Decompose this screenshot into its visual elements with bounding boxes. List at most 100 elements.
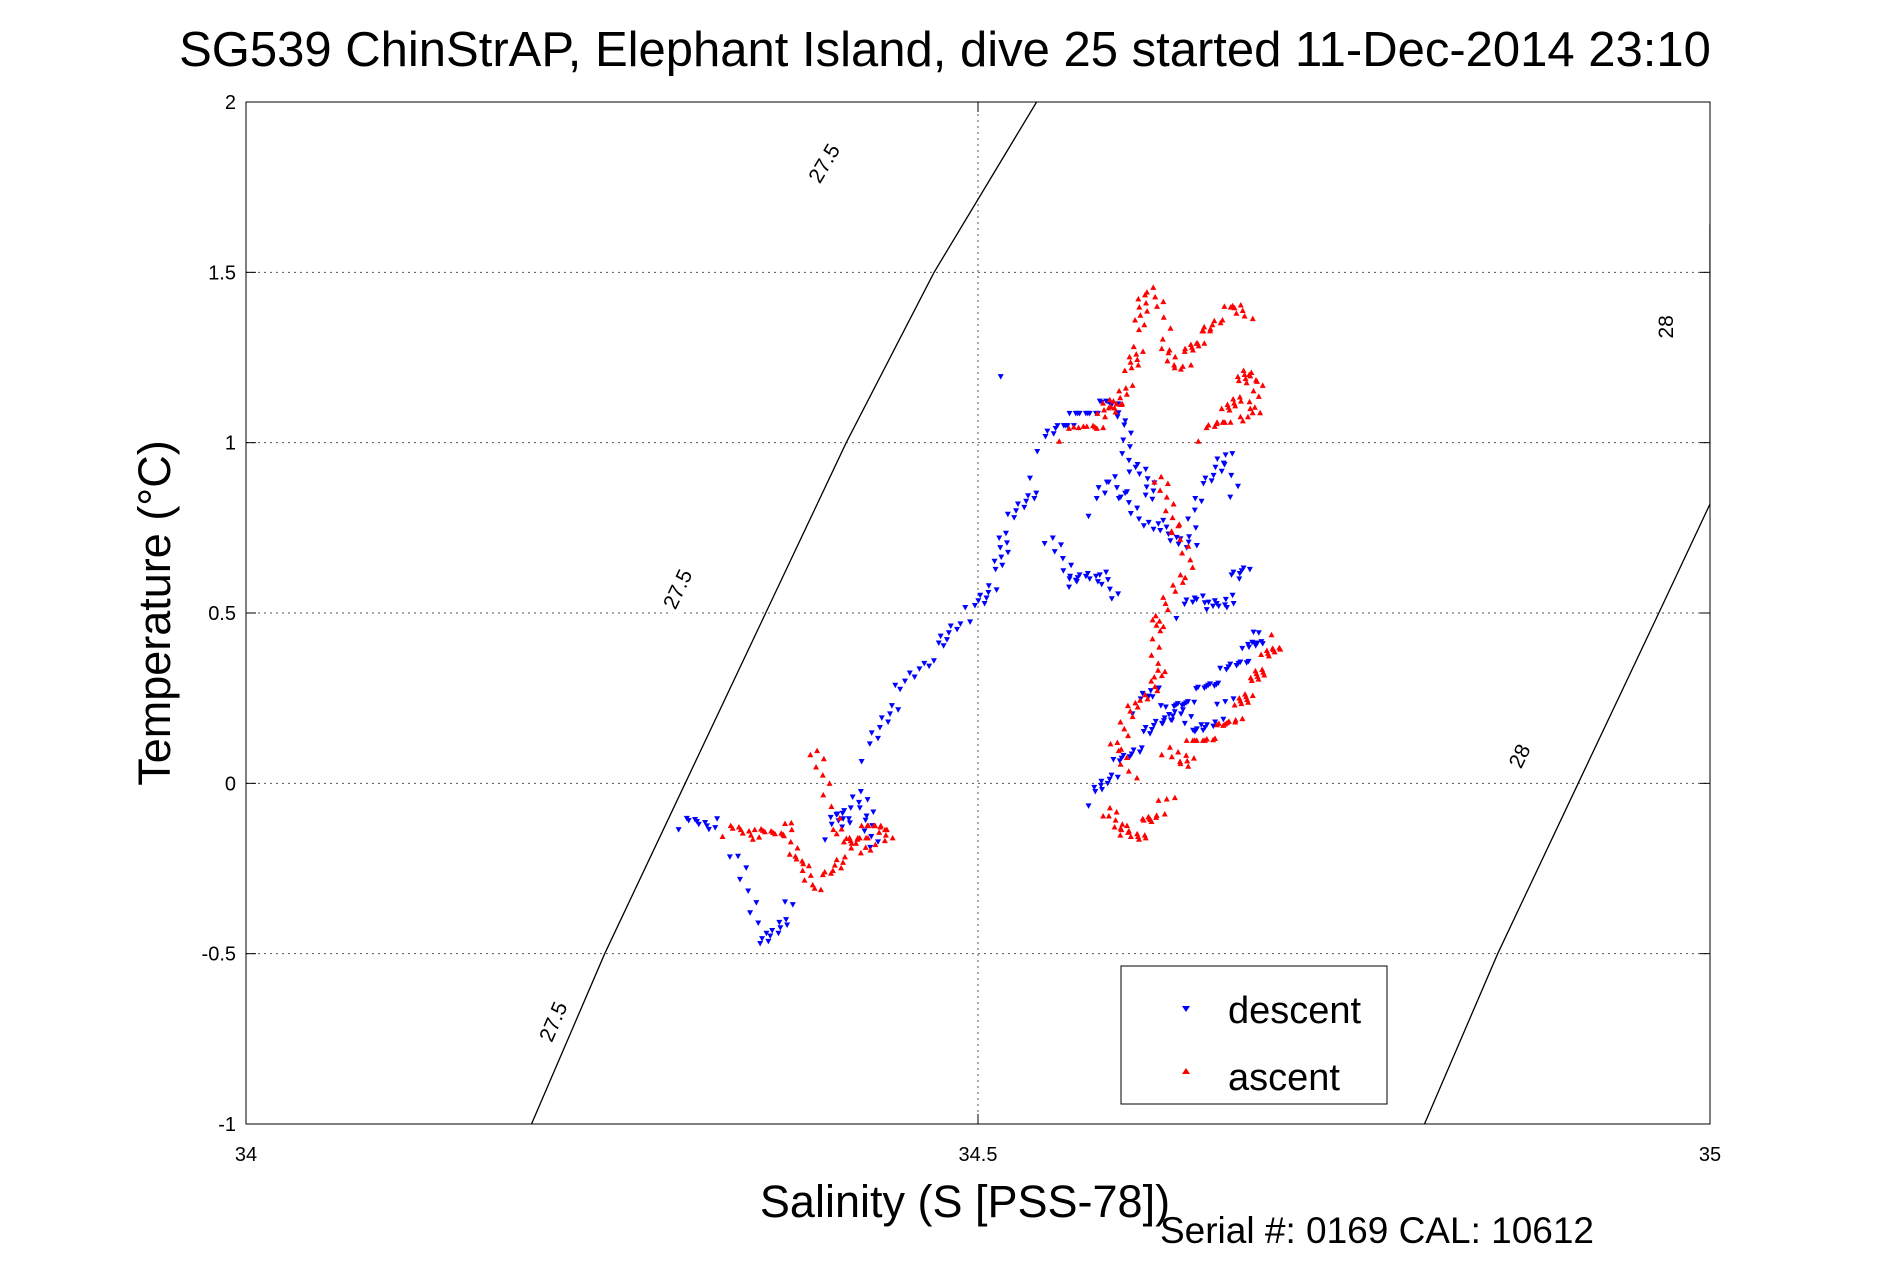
ascent-point xyxy=(1142,691,1149,698)
ascent-point xyxy=(756,834,763,840)
ascent-point xyxy=(1113,808,1120,815)
descent-point xyxy=(1215,603,1222,610)
descent-point xyxy=(782,899,789,905)
descent-point xyxy=(702,820,709,826)
descent-point xyxy=(1198,498,1205,505)
descent-point xyxy=(1050,431,1057,437)
descent-point xyxy=(726,854,733,860)
descent-point xyxy=(849,794,856,800)
ascent-point xyxy=(1182,574,1189,581)
ascent-point xyxy=(1114,739,1121,745)
descent-point xyxy=(1191,699,1198,706)
descent-point xyxy=(1163,524,1170,531)
ascent-point xyxy=(1135,833,1142,839)
ascent-point xyxy=(1162,600,1169,606)
descent-point xyxy=(1200,481,1207,487)
ascent-point xyxy=(1149,635,1156,642)
ascent-point xyxy=(1056,438,1063,444)
descent-point xyxy=(1210,723,1217,730)
descent-point xyxy=(1121,422,1128,428)
descent-point xyxy=(1228,472,1235,479)
descent-point xyxy=(1150,722,1157,729)
descent-point xyxy=(1105,577,1112,583)
ascent-point xyxy=(831,862,838,868)
descent-point xyxy=(1144,476,1151,482)
ascent-point xyxy=(1111,404,1118,411)
ascent-point xyxy=(1123,391,1130,397)
ascent-point xyxy=(1227,419,1234,425)
descent-point xyxy=(1149,496,1156,503)
ascent-point xyxy=(821,868,828,875)
descent-point xyxy=(1150,488,1157,495)
ascent-point xyxy=(840,838,847,845)
legend-label-descent: descent xyxy=(1228,990,1362,1032)
descent-point xyxy=(1223,605,1230,611)
ascent-point xyxy=(1177,536,1184,542)
descent-point xyxy=(1222,596,1229,603)
descent-point xyxy=(1120,752,1127,759)
ascent-point xyxy=(1106,396,1113,403)
x-tick-label: 35 xyxy=(1699,1144,1721,1166)
descent-point xyxy=(1195,684,1202,691)
ascent-point xyxy=(1129,382,1136,388)
ascent-point xyxy=(1161,810,1168,817)
descent-point xyxy=(1115,410,1122,416)
descent-point xyxy=(1091,784,1098,791)
descent-point xyxy=(695,821,702,828)
descent-point xyxy=(1127,511,1134,517)
descent-point xyxy=(763,930,770,937)
ascent-point xyxy=(840,859,847,865)
ascent-point xyxy=(1148,652,1155,658)
ascent-point xyxy=(881,837,888,844)
descent-point xyxy=(1142,492,1149,499)
descent-point xyxy=(1136,516,1143,522)
descent-point xyxy=(1066,576,1073,582)
ascent-point xyxy=(788,819,795,826)
plot-region xyxy=(530,102,1710,1124)
ascent-point xyxy=(1116,387,1123,394)
ascent-point xyxy=(1172,353,1179,360)
descent-point xyxy=(1034,449,1041,455)
ascent-point xyxy=(1160,298,1167,305)
descent-point xyxy=(1066,584,1073,591)
descent-point xyxy=(895,707,902,713)
ascent-point xyxy=(820,755,827,762)
isopycnal-label-bg xyxy=(656,562,699,617)
descent-point xyxy=(1086,576,1093,582)
ascent-point xyxy=(1171,361,1178,368)
ascent-point xyxy=(1119,821,1126,827)
descent-point xyxy=(704,823,711,829)
descent-point xyxy=(1227,661,1234,668)
descent-point xyxy=(1086,410,1093,417)
descent-point xyxy=(1230,569,1237,576)
ascent-point xyxy=(1155,667,1162,673)
ascent-point xyxy=(1209,321,1216,328)
descent-point xyxy=(1193,596,1200,603)
ascent-point xyxy=(1151,683,1158,690)
descent-point xyxy=(1143,484,1150,490)
ascent-point xyxy=(889,834,896,841)
ascent-point xyxy=(1212,735,1219,741)
descent-point xyxy=(875,735,882,742)
descent-point xyxy=(839,810,846,817)
ascent-point xyxy=(1145,813,1152,820)
descent-point xyxy=(1099,786,1106,793)
ascent-point xyxy=(1165,349,1172,356)
descent-point xyxy=(1229,451,1236,457)
ascent-point xyxy=(1193,340,1200,346)
descent-point xyxy=(1198,722,1205,728)
ascent-point xyxy=(1193,737,1200,743)
ascent-point xyxy=(1249,315,1256,322)
descent-point xyxy=(1140,729,1147,735)
ascent-point xyxy=(1240,367,1247,373)
ascent-point xyxy=(1170,582,1177,588)
ascent-point xyxy=(1172,588,1179,594)
descent-point xyxy=(1098,778,1105,785)
descent-point xyxy=(1092,789,1099,795)
ascent-point xyxy=(1125,732,1132,739)
descent-point xyxy=(1237,659,1244,666)
ascent-point xyxy=(813,763,820,770)
descent-point xyxy=(765,938,772,945)
legend-box xyxy=(1120,965,1388,1105)
ascent-point xyxy=(864,822,871,829)
